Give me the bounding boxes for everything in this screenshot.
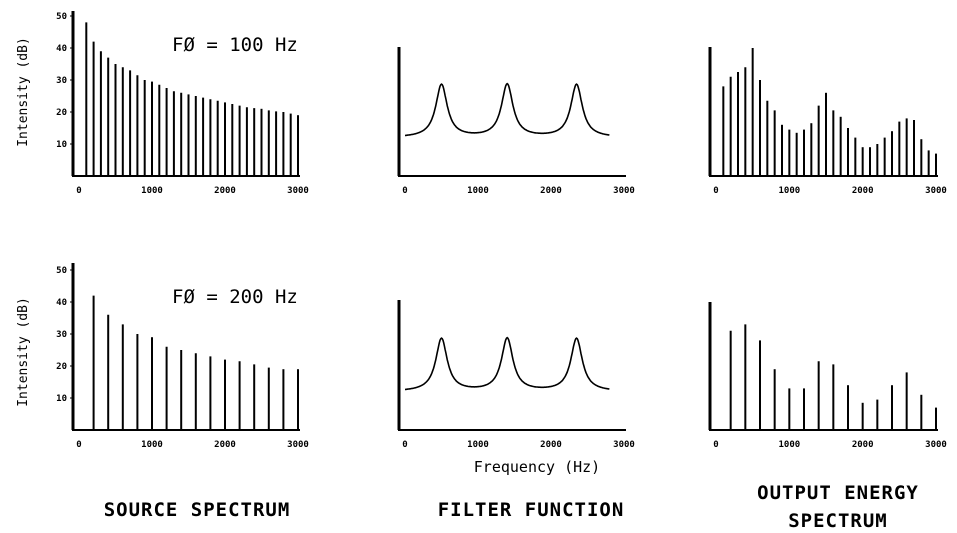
x-tick-label-3000: 3000	[925, 186, 947, 196]
y-axis-label-bottom: Intensity (dB)	[16, 297, 31, 407]
x-tick-label-2000: 2000	[214, 186, 236, 196]
x-tick-label-2000: 2000	[214, 440, 236, 450]
x-tick-label-0: 0	[76, 186, 81, 196]
y-tick-label-40: 40	[56, 44, 67, 54]
y-tick-label-30: 30	[56, 76, 67, 86]
panel-source-100: 0 1000 2000 3000 50 40 30 20 10	[56, 11, 309, 196]
x-tick-label-2000: 2000	[852, 440, 874, 450]
panel-filter-1: 0 1000 2000 3000	[397, 47, 635, 196]
y-tick-label-20: 20	[56, 108, 67, 118]
x-tick-label-0: 0	[402, 440, 407, 450]
y-axis-label-top: Intensity (dB)	[16, 37, 31, 147]
panel-output-1: 0 1000 2000 3000	[708, 47, 947, 196]
x-tick-label-3000: 3000	[287, 440, 309, 450]
caption-source-spectrum: SOURCE SPECTRUM	[104, 499, 291, 521]
y-tick-label-10: 10	[56, 394, 67, 404]
x-tick-label-1000: 1000	[467, 440, 489, 450]
f0-label-100: FØ = 100 Hz	[172, 34, 298, 56]
x-tick-label-0: 0	[402, 186, 407, 196]
x-tick-label-2000: 2000	[540, 440, 562, 450]
x-tick-label-1000: 1000	[778, 440, 800, 450]
x-tick-label-3000: 3000	[925, 440, 947, 450]
caption-spectrum: SPECTRUM	[788, 510, 888, 532]
x-tick-label-1000: 1000	[778, 186, 800, 196]
y-tick-label-40: 40	[56, 298, 67, 308]
panel-filter-2: 0 1000 2000 3000	[397, 300, 635, 450]
x-tick-label-1000: 1000	[467, 186, 489, 196]
x-tick-label-3000: 3000	[287, 186, 309, 196]
caption-output-energy: OUTPUT ENERGY	[757, 482, 919, 504]
x-tick-label-2000: 2000	[852, 186, 874, 196]
x-tick-label-1000: 1000	[141, 186, 163, 196]
y-tick-label-50: 50	[56, 12, 67, 22]
x-tick-label-0: 0	[713, 186, 718, 196]
x-tick-label-2000: 2000	[540, 186, 562, 196]
x-tick-label-1000: 1000	[141, 440, 163, 450]
y-tick-label-50: 50	[56, 266, 67, 276]
x-tick-label-3000: 3000	[613, 186, 635, 196]
caption-filter-function: FILTER FUNCTION	[438, 499, 625, 521]
x-tick-label-0: 0	[713, 440, 718, 450]
y-tick-label-20: 20	[56, 362, 67, 372]
x-tick-label-3000: 3000	[613, 440, 635, 450]
panel-output-2: 0 1000 2000 3000	[708, 302, 947, 450]
y-tick-label-30: 30	[56, 330, 67, 340]
panel-source-200: 0 1000 2000 3000 50 40 30 20 10	[56, 263, 309, 450]
f0-label-200: FØ = 200 Hz	[172, 286, 298, 308]
x-tick-label-0: 0	[76, 440, 81, 450]
frequency-axis-label: Frequency (Hz)	[474, 458, 600, 476]
filter-curve	[405, 82, 610, 137]
y-tick-label-10: 10	[56, 140, 67, 150]
filter-curve	[405, 336, 610, 391]
